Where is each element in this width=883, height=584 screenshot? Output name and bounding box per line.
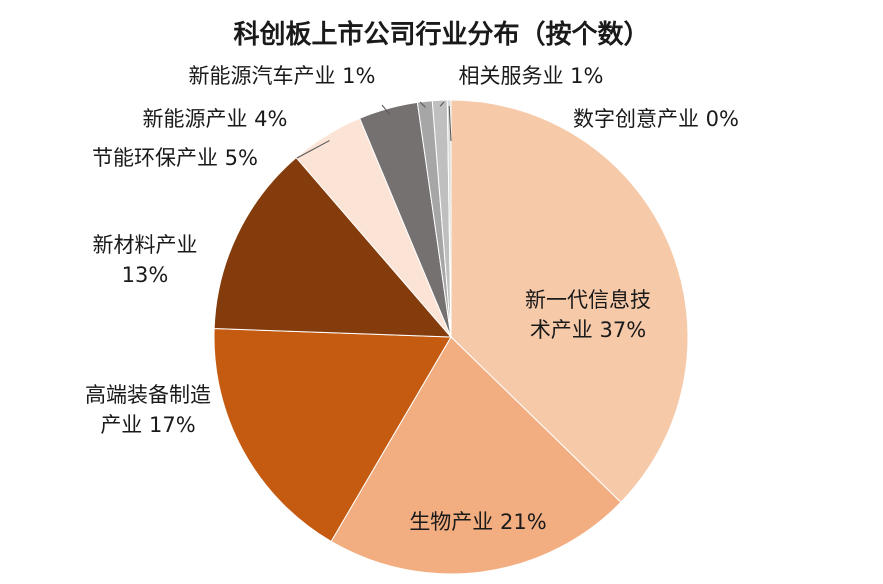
slice-label-5: 节能环保产业 5% bbox=[92, 146, 258, 170]
slice-label-3: 高端装备制造产业 17% bbox=[85, 383, 211, 437]
slice-label-line: 新能源汽车产业 1% bbox=[189, 64, 376, 88]
slice-label-line: 13% bbox=[122, 263, 169, 287]
slice-label-line: 产业 17% bbox=[100, 413, 195, 437]
leader-line-8 bbox=[439, 101, 445, 107]
pie-slice-2 bbox=[330, 336, 622, 575]
pie-slice-3 bbox=[213, 328, 452, 543]
slice-label-9: 数字创意产业 0% bbox=[573, 107, 739, 131]
leader-lines bbox=[296, 101, 452, 159]
slice-label-line: 术产业 37% bbox=[530, 318, 646, 342]
pie-slice-1 bbox=[450, 99, 689, 503]
slice-label-line: 节能环保产业 5% bbox=[92, 146, 258, 170]
chart-title: 科创板上市公司行业分布（按个数） bbox=[233, 20, 650, 50]
pie-slice-4 bbox=[213, 156, 453, 338]
slice-label-line: 数字创意产业 0% bbox=[573, 107, 739, 131]
slice-label-line: 新一代信息技 bbox=[525, 288, 651, 312]
slice-labels: 新一代信息技术产业 37% 生物产业 21% 高端装备制造产业 17% 新材料产业 13… bbox=[85, 64, 739, 534]
slice-label-6: 新能源产业 4% bbox=[143, 107, 288, 131]
leader-line-6 bbox=[381, 104, 391, 115]
slice-label-line: 新能源产业 4% bbox=[143, 107, 288, 131]
slice-label-8: 相关服务业 1% bbox=[459, 64, 604, 88]
slice-label-line: 高端装备制造 bbox=[85, 383, 211, 407]
slice-label-line: 相关服务业 1% bbox=[459, 64, 604, 88]
slice-label-line: 生物产业 21% bbox=[409, 510, 546, 534]
slice-label-2: 生物产业 21% bbox=[409, 510, 546, 534]
slice-label-7: 新能源汽车产业 1% bbox=[189, 64, 376, 88]
slice-label-1: 新一代信息技术产业 37% bbox=[525, 288, 651, 342]
slice-label-4: 新材料产业 13% bbox=[93, 233, 198, 287]
pie-slices bbox=[213, 99, 689, 575]
slice-label-line: 新材料产业 bbox=[93, 233, 198, 257]
pie-slice-9 bbox=[446, 99, 452, 338]
leader-line-5 bbox=[296, 140, 330, 159]
leader-line-7 bbox=[419, 101, 426, 108]
leader-line-9 bbox=[448, 105, 452, 142]
